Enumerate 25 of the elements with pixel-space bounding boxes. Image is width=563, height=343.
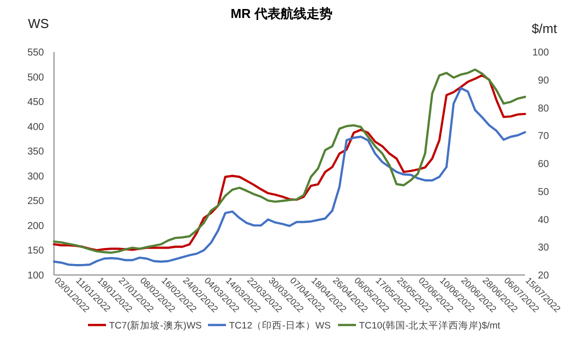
y-tick-label: 250 xyxy=(27,196,44,208)
y2-tick-label: 90 xyxy=(538,75,550,86)
legend-label: TC10(韩国-北太平洋西海岸)$/mt xyxy=(359,319,501,332)
y2-tick-label: 20 xyxy=(538,270,550,282)
y-tick-label: 300 xyxy=(27,171,44,182)
y2-tick-label: 80 xyxy=(538,103,550,114)
legend-label: TC12（印西-日本）WS xyxy=(229,319,331,332)
y-tick-label: 500 xyxy=(27,72,44,84)
y2-tick-label: 50 xyxy=(538,186,550,198)
y-tick-label: 400 xyxy=(27,122,44,133)
y-tick-label: 150 xyxy=(27,246,44,257)
y-tick-label: 100 xyxy=(27,270,44,282)
y-tick-label: 550 xyxy=(27,48,44,58)
y2-tick-label: 60 xyxy=(538,159,550,170)
y2-axis-title: $/mt xyxy=(532,21,558,36)
chart-title: MR 代表航线走势 xyxy=(230,6,332,21)
y2-tick-label: 70 xyxy=(538,131,550,142)
y-axis-title: WS xyxy=(28,16,50,31)
y-tick-label: 350 xyxy=(27,146,44,158)
y-tick-label: 450 xyxy=(27,97,44,108)
y2-tick-label: 100 xyxy=(532,48,550,58)
y2-tick-label: 40 xyxy=(538,214,550,226)
y-tick-label: 200 xyxy=(27,220,44,232)
y2-tick-label: 30 xyxy=(538,242,550,254)
legend-label: TC7(新加坡-澳东)WS xyxy=(109,319,202,332)
